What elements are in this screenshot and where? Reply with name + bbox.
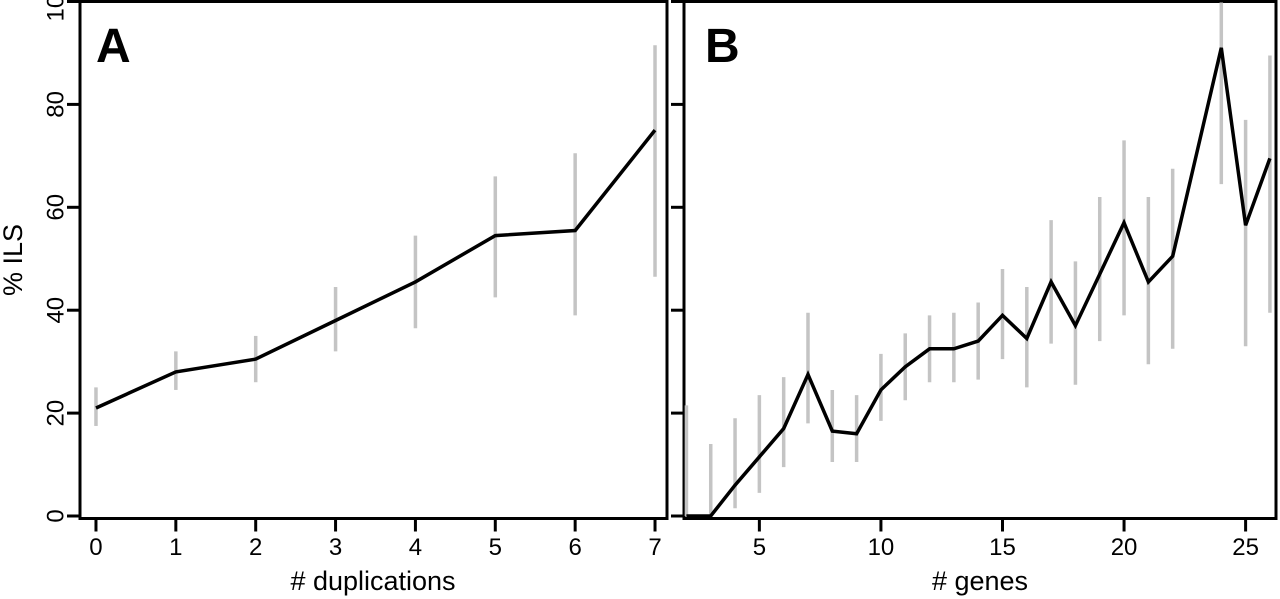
panel-a-x-tick-label: 6 <box>568 534 581 561</box>
panel-b-x-tick-label: 20 <box>1111 534 1138 561</box>
panel-a-y-axis: 0 20 40 60 80 100 <box>42 0 80 523</box>
panel-a-x-tick-label: 7 <box>648 534 661 561</box>
panel-a-y-tick-label: 20 <box>42 400 69 427</box>
panel-a-x-tick-label: 3 <box>329 534 342 561</box>
panel-a-x-axis: 0 1 2 3 4 5 6 7 <box>89 518 662 561</box>
panel-b-x-tick-label: 25 <box>1232 534 1259 561</box>
panel-a-frame <box>78 0 669 520</box>
panel-a-series-line <box>95 129 657 410</box>
panel-b-x-axis: 5 10 15 20 25 <box>753 518 1259 561</box>
panel-a: 0 20 40 60 80 100 0 1 2 3 4 5 6 7 A # duplications %… <box>0 0 669 596</box>
panel-a-x-tick-label: 1 <box>169 534 182 561</box>
panel-a-x-axis-label: # duplications <box>290 566 455 596</box>
panel-a-x-tick-label: 4 <box>409 534 422 561</box>
panel-a-x-tick-label: 5 <box>489 534 502 561</box>
panel-b-letter: B <box>705 20 740 73</box>
panel-a-y-tick-label: 100 <box>42 0 69 22</box>
panel-b-x-tick-label: 15 <box>989 534 1016 561</box>
panel-a-x-tick-label: 2 <box>249 534 262 561</box>
panel-a-y-tick-label: 0 <box>42 509 69 522</box>
panel-a-x-tick-label: 0 <box>89 534 102 561</box>
panel-b-x-tick-label: 5 <box>753 534 766 561</box>
panel-a-y-tick-label: 60 <box>42 194 69 221</box>
panel-b-series-line <box>686 47 1272 518</box>
panel-b-x-axis-label: # genes <box>932 566 1028 596</box>
panel-a-letter: A <box>96 20 131 73</box>
panel-b-x-tick-label: 10 <box>868 534 895 561</box>
y-axis-label: % ILS <box>0 224 28 296</box>
panel-b: 5 10 15 20 25 B # genes <box>671 0 1278 596</box>
panel-a-y-tick-label: 40 <box>42 297 69 324</box>
panel-b-frame <box>682 0 1278 520</box>
panel-b-y-axis <box>671 0 684 518</box>
panel-a-y-tick-label: 80 <box>42 91 69 118</box>
panel-a-error-bars <box>94 45 657 426</box>
